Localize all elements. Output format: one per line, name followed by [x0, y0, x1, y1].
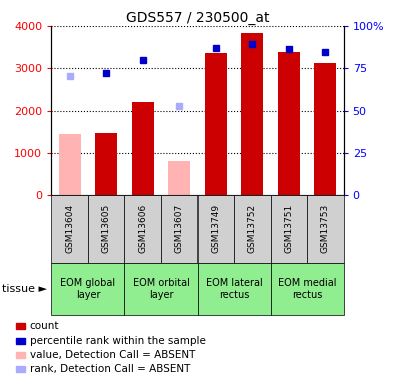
Bar [132, 102, 154, 195]
Bar [51, 262, 124, 315]
Text: GSM13749: GSM13749 [211, 204, 220, 254]
Title: GDS557 / 230500_at: GDS557 / 230500_at [126, 11, 269, 25]
Bar [88, 195, 124, 262]
Bar [161, 195, 198, 262]
Bar [16, 338, 25, 344]
Text: EOM lateral
rectus: EOM lateral rectus [206, 278, 262, 300]
Bar [271, 195, 307, 262]
Bar [124, 262, 198, 315]
Bar [168, 161, 190, 195]
Bar [59, 134, 81, 195]
Text: GSM13605: GSM13605 [102, 204, 111, 254]
Text: GSM13753: GSM13753 [321, 204, 330, 254]
Bar [205, 53, 227, 195]
Bar [271, 262, 344, 315]
Text: GSM13751: GSM13751 [284, 204, 293, 254]
Bar [95, 133, 117, 195]
Bar [307, 195, 344, 262]
Text: GSM13607: GSM13607 [175, 204, 184, 254]
Text: EOM medial
rectus: EOM medial rectus [278, 278, 337, 300]
Bar [198, 195, 234, 262]
Bar [278, 53, 300, 195]
Text: EOM orbital
layer: EOM orbital layer [133, 278, 189, 300]
Text: GSM13604: GSM13604 [65, 204, 74, 254]
Text: tissue ►: tissue ► [2, 284, 47, 294]
Text: EOM global
layer: EOM global layer [60, 278, 115, 300]
Bar [241, 33, 263, 195]
Text: GSM13752: GSM13752 [248, 204, 257, 254]
Bar [124, 195, 161, 262]
Bar [234, 195, 271, 262]
Bar [16, 366, 25, 372]
Text: value, Detection Call = ABSENT: value, Detection Call = ABSENT [30, 350, 195, 360]
Bar [314, 63, 336, 195]
Bar [51, 195, 88, 262]
Text: rank, Detection Call = ABSENT: rank, Detection Call = ABSENT [30, 364, 190, 374]
Text: percentile rank within the sample: percentile rank within the sample [30, 336, 206, 346]
Text: count: count [30, 321, 59, 331]
Bar [16, 352, 25, 358]
Bar [16, 323, 25, 329]
Bar [198, 262, 271, 315]
Text: GSM13606: GSM13606 [138, 204, 147, 254]
